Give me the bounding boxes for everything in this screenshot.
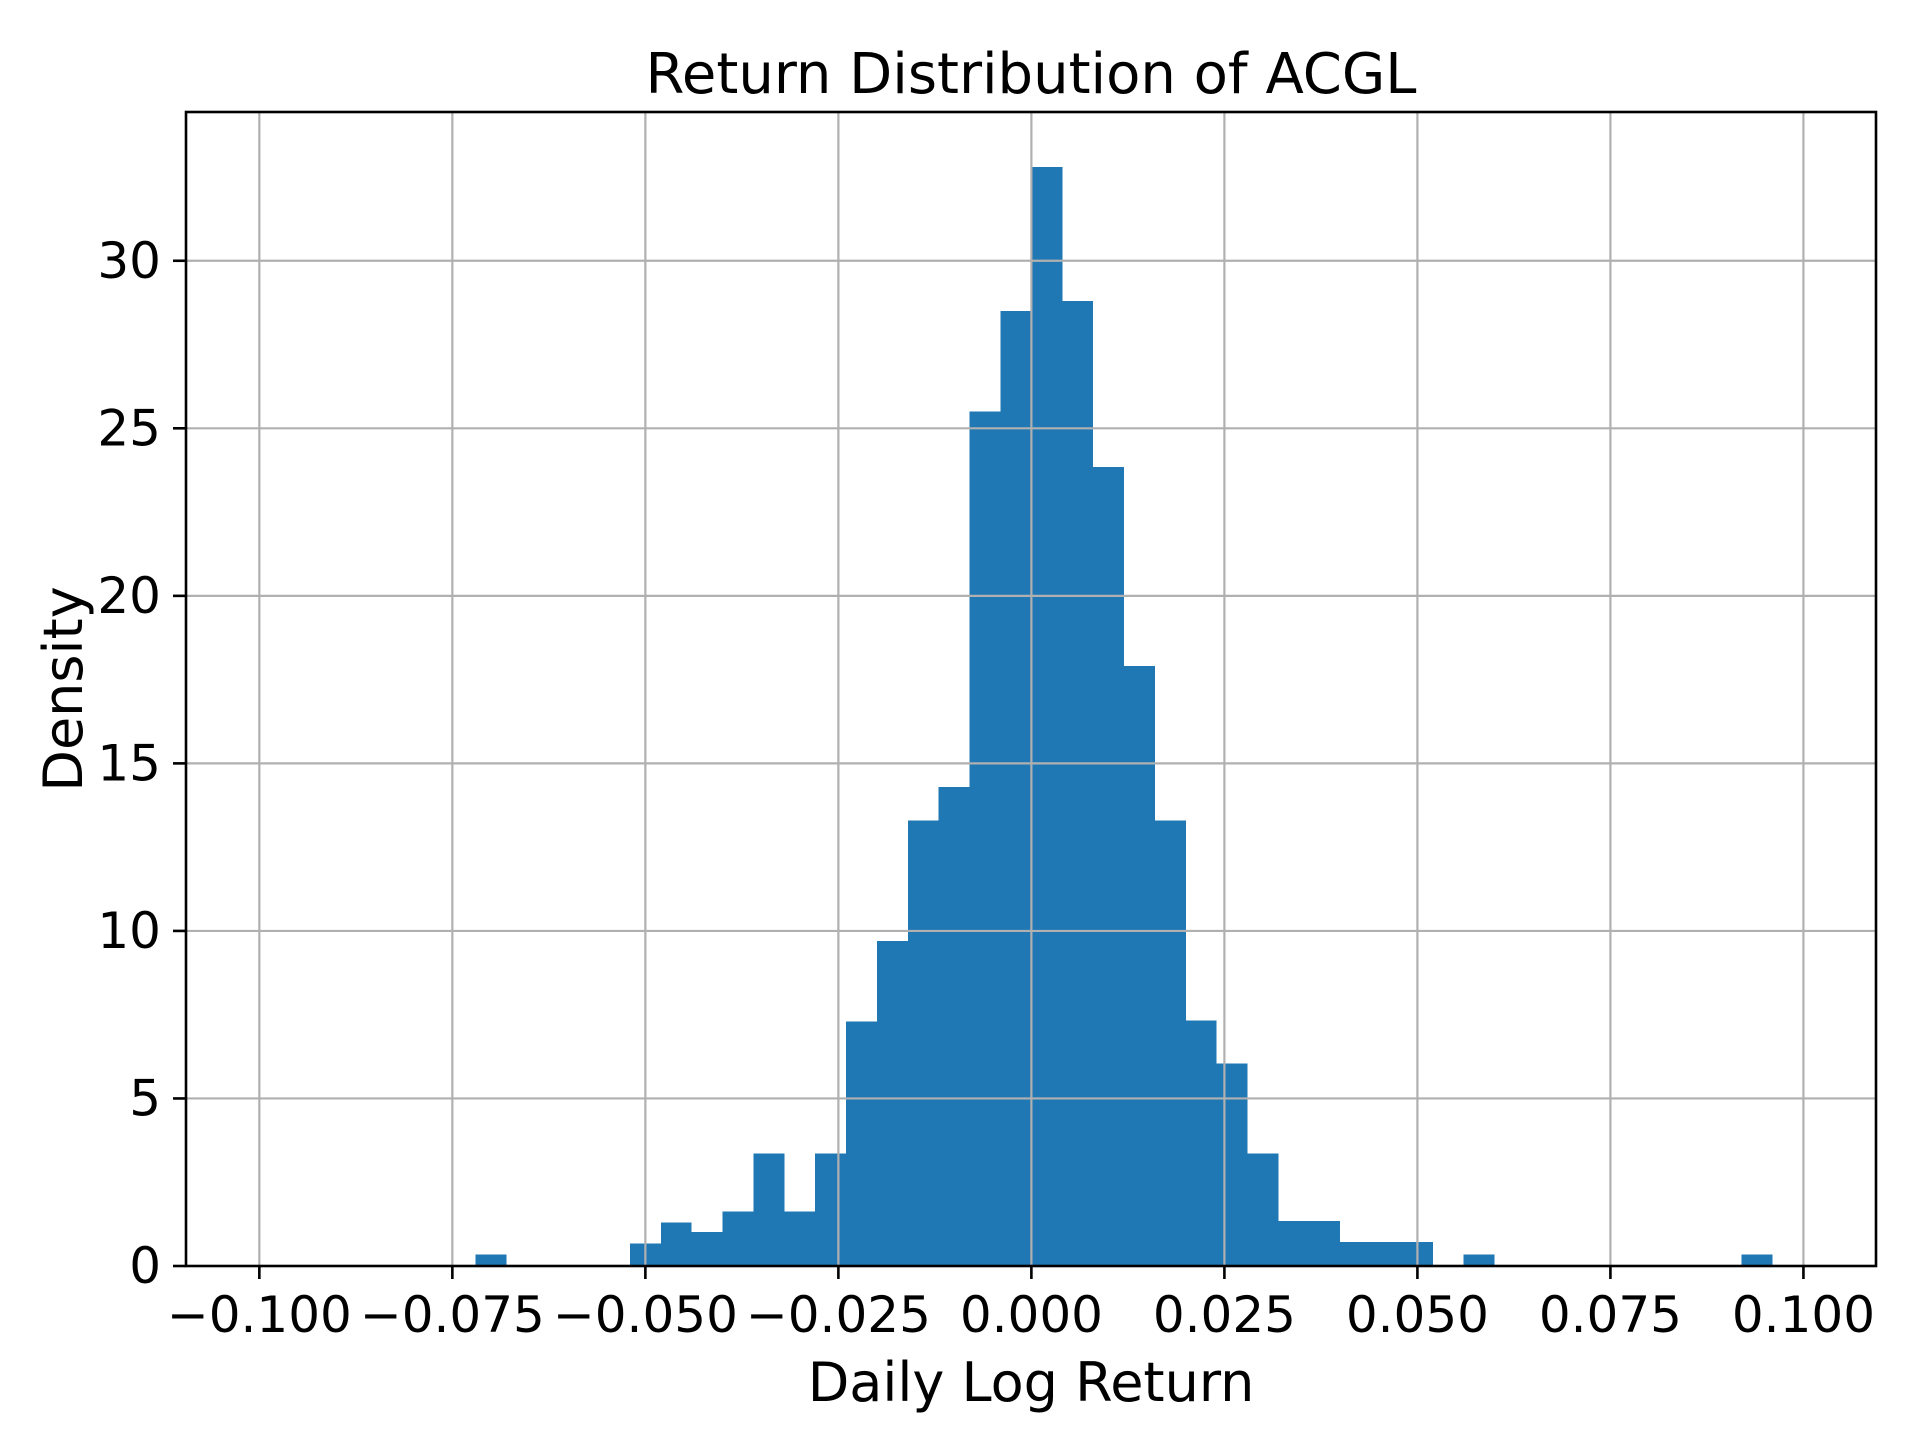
- histogram-bar: [907, 820, 939, 1266]
- histogram-bar: [1463, 1254, 1495, 1266]
- x-tick-label: −0.050: [553, 1286, 738, 1344]
- histogram-bar: [1154, 820, 1186, 1266]
- histogram-bar: [1340, 1241, 1372, 1266]
- y-axis-label: Density: [32, 586, 95, 791]
- histogram-bar: [1093, 466, 1125, 1267]
- bars-layer: [475, 166, 1773, 1267]
- y-tick-label: 25: [97, 399, 161, 457]
- histogram-bar: [815, 1153, 847, 1266]
- grid-layer: [186, 112, 1876, 1266]
- x-tick-label: 0.050: [1346, 1286, 1489, 1344]
- x-tick-label: 0.025: [1153, 1286, 1296, 1344]
- histogram-bar: [691, 1232, 723, 1266]
- histogram-bar: [846, 1021, 877, 1266]
- histogram-bar: [876, 940, 908, 1266]
- y-tick-label: 30: [97, 232, 161, 290]
- y-tick-label: 0: [129, 1237, 161, 1295]
- x-tick-label: 0.075: [1539, 1286, 1682, 1344]
- histogram-bar: [1031, 166, 1063, 1267]
- histogram-bar: [1309, 1221, 1341, 1266]
- histogram-bar: [1185, 1020, 1217, 1266]
- histogram-bar: [784, 1211, 816, 1266]
- y-tick-label: 15: [97, 734, 161, 792]
- x-tick-label: 0.100: [1732, 1286, 1875, 1344]
- x-tick-label: −0.075: [360, 1286, 545, 1344]
- histogram-bar: [1000, 311, 1032, 1266]
- y-tick-label: 5: [129, 1069, 161, 1127]
- tick-label-layer: −0.100 −0.075 −0.050 −0.025 0.000 0.025 0.050 0…: [97, 232, 1875, 1344]
- x-axis-label: Daily Log Return: [808, 1351, 1255, 1414]
- histogram-bar: [1371, 1241, 1402, 1266]
- histogram-bar: [1247, 1153, 1279, 1266]
- chart-title: Return Distribution of ACGL: [646, 42, 1417, 107]
- y-tick-label: 10: [97, 902, 161, 960]
- histogram-bar: [938, 786, 970, 1266]
- histogram-bar: [1278, 1221, 1310, 1266]
- histogram-bar: [722, 1211, 754, 1266]
- histogram-bar: [969, 411, 1001, 1266]
- histogram-bar: [1741, 1254, 1773, 1266]
- x-tick-label: −0.100: [167, 1286, 352, 1344]
- y-tick-label: 20: [97, 567, 161, 625]
- histogram-bar: [1124, 666, 1155, 1266]
- histogram-bar: [1216, 1063, 1248, 1266]
- histogram-bar: [660, 1222, 692, 1266]
- x-tick-label: −0.025: [746, 1286, 931, 1344]
- histogram-bar: [475, 1254, 507, 1266]
- histogram-bar: [753, 1153, 785, 1266]
- tick-layer: [173, 259, 1805, 1279]
- histogram-bar: [1062, 300, 1094, 1267]
- x-tick-label: 0.000: [960, 1286, 1103, 1344]
